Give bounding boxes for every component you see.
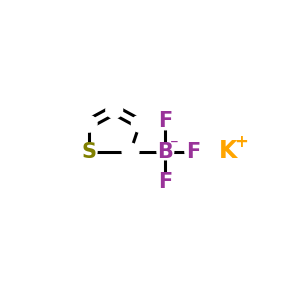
Circle shape: [122, 143, 139, 160]
Circle shape: [80, 143, 97, 160]
Text: +: +: [234, 133, 248, 151]
Text: F: F: [186, 142, 200, 161]
Text: ⁻: ⁻: [170, 136, 179, 154]
Circle shape: [157, 143, 174, 160]
Circle shape: [80, 116, 97, 132]
Text: S: S: [81, 142, 96, 161]
Circle shape: [131, 116, 148, 132]
Circle shape: [157, 113, 174, 130]
Text: K: K: [219, 140, 237, 164]
Text: F: F: [158, 172, 172, 191]
Circle shape: [185, 143, 202, 160]
Circle shape: [157, 173, 174, 190]
Text: B: B: [158, 142, 173, 161]
Text: F: F: [158, 112, 172, 131]
Circle shape: [106, 102, 123, 118]
